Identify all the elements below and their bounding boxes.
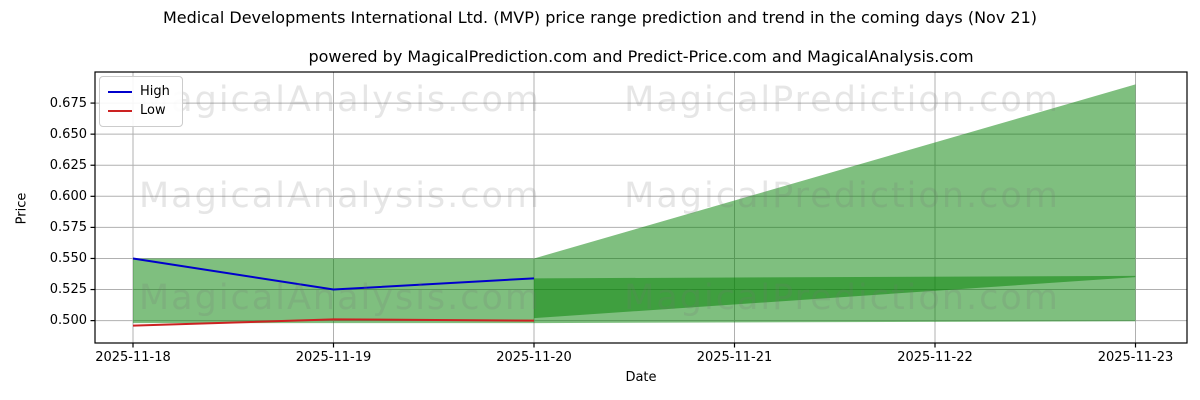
x-tick-label: 2025-11-23	[1097, 350, 1174, 365]
x-tick-label: 2025-11-18	[95, 350, 171, 365]
band-prediction-range-fan	[534, 84, 1136, 324]
legend-label-high: High	[140, 84, 170, 99]
y-axis-label: Price	[14, 192, 30, 225]
low-line	[132, 318, 535, 327]
y-tick-label: 0.650	[49, 126, 87, 142]
y-tick-label: 0.675	[49, 95, 87, 111]
high-line-swatch	[108, 90, 132, 93]
y-tick-label: 0.550	[49, 250, 87, 266]
watermark-magicalanalysis: MagicalAnalysis.com	[138, 176, 542, 216]
low-line-swatch	[108, 109, 132, 112]
y-tick-label: 0.575	[49, 219, 87, 235]
y-tick-label: 0.525	[49, 282, 87, 298]
high-line	[132, 257, 535, 291]
chart-subtitle: powered by MagicalPrediction.com and Pre…	[308, 47, 974, 66]
x-tick-label: 2025-11-22	[897, 350, 973, 365]
watermark-magicalprediction: MagicalPrediction.com	[624, 278, 1060, 318]
y-tick-label: 0.500	[49, 313, 87, 329]
y-tick-label: 0.625	[49, 157, 87, 173]
x-tick-label: 2025-11-20	[496, 350, 572, 365]
watermark-magicalanalysis: MagicalAnalysis.com	[138, 278, 542, 318]
band-prediction-trend-wedge	[534, 275, 1136, 319]
watermark-magicalprediction: MagicalPrediction.com	[624, 176, 1060, 216]
watermark-magicalanalysis: MagicalAnalysis.com	[138, 80, 542, 120]
legend-label-low: Low	[140, 103, 166, 118]
x-tick-label: 2025-11-21	[696, 350, 773, 365]
x-axis-label: Date	[625, 370, 657, 385]
y-tick-label: 0.600	[49, 188, 87, 204]
chart-title: Medical Developments International Ltd. …	[162, 8, 1037, 27]
watermark-magicalprediction: MagicalPrediction.com	[624, 80, 1060, 120]
x-tick-label: 2025-11-19	[295, 350, 372, 365]
legend-item-low: Low	[108, 101, 174, 120]
legend: High Low	[99, 76, 183, 127]
axes-frame	[94, 71, 1188, 344]
legend-item-high: High	[108, 82, 174, 101]
